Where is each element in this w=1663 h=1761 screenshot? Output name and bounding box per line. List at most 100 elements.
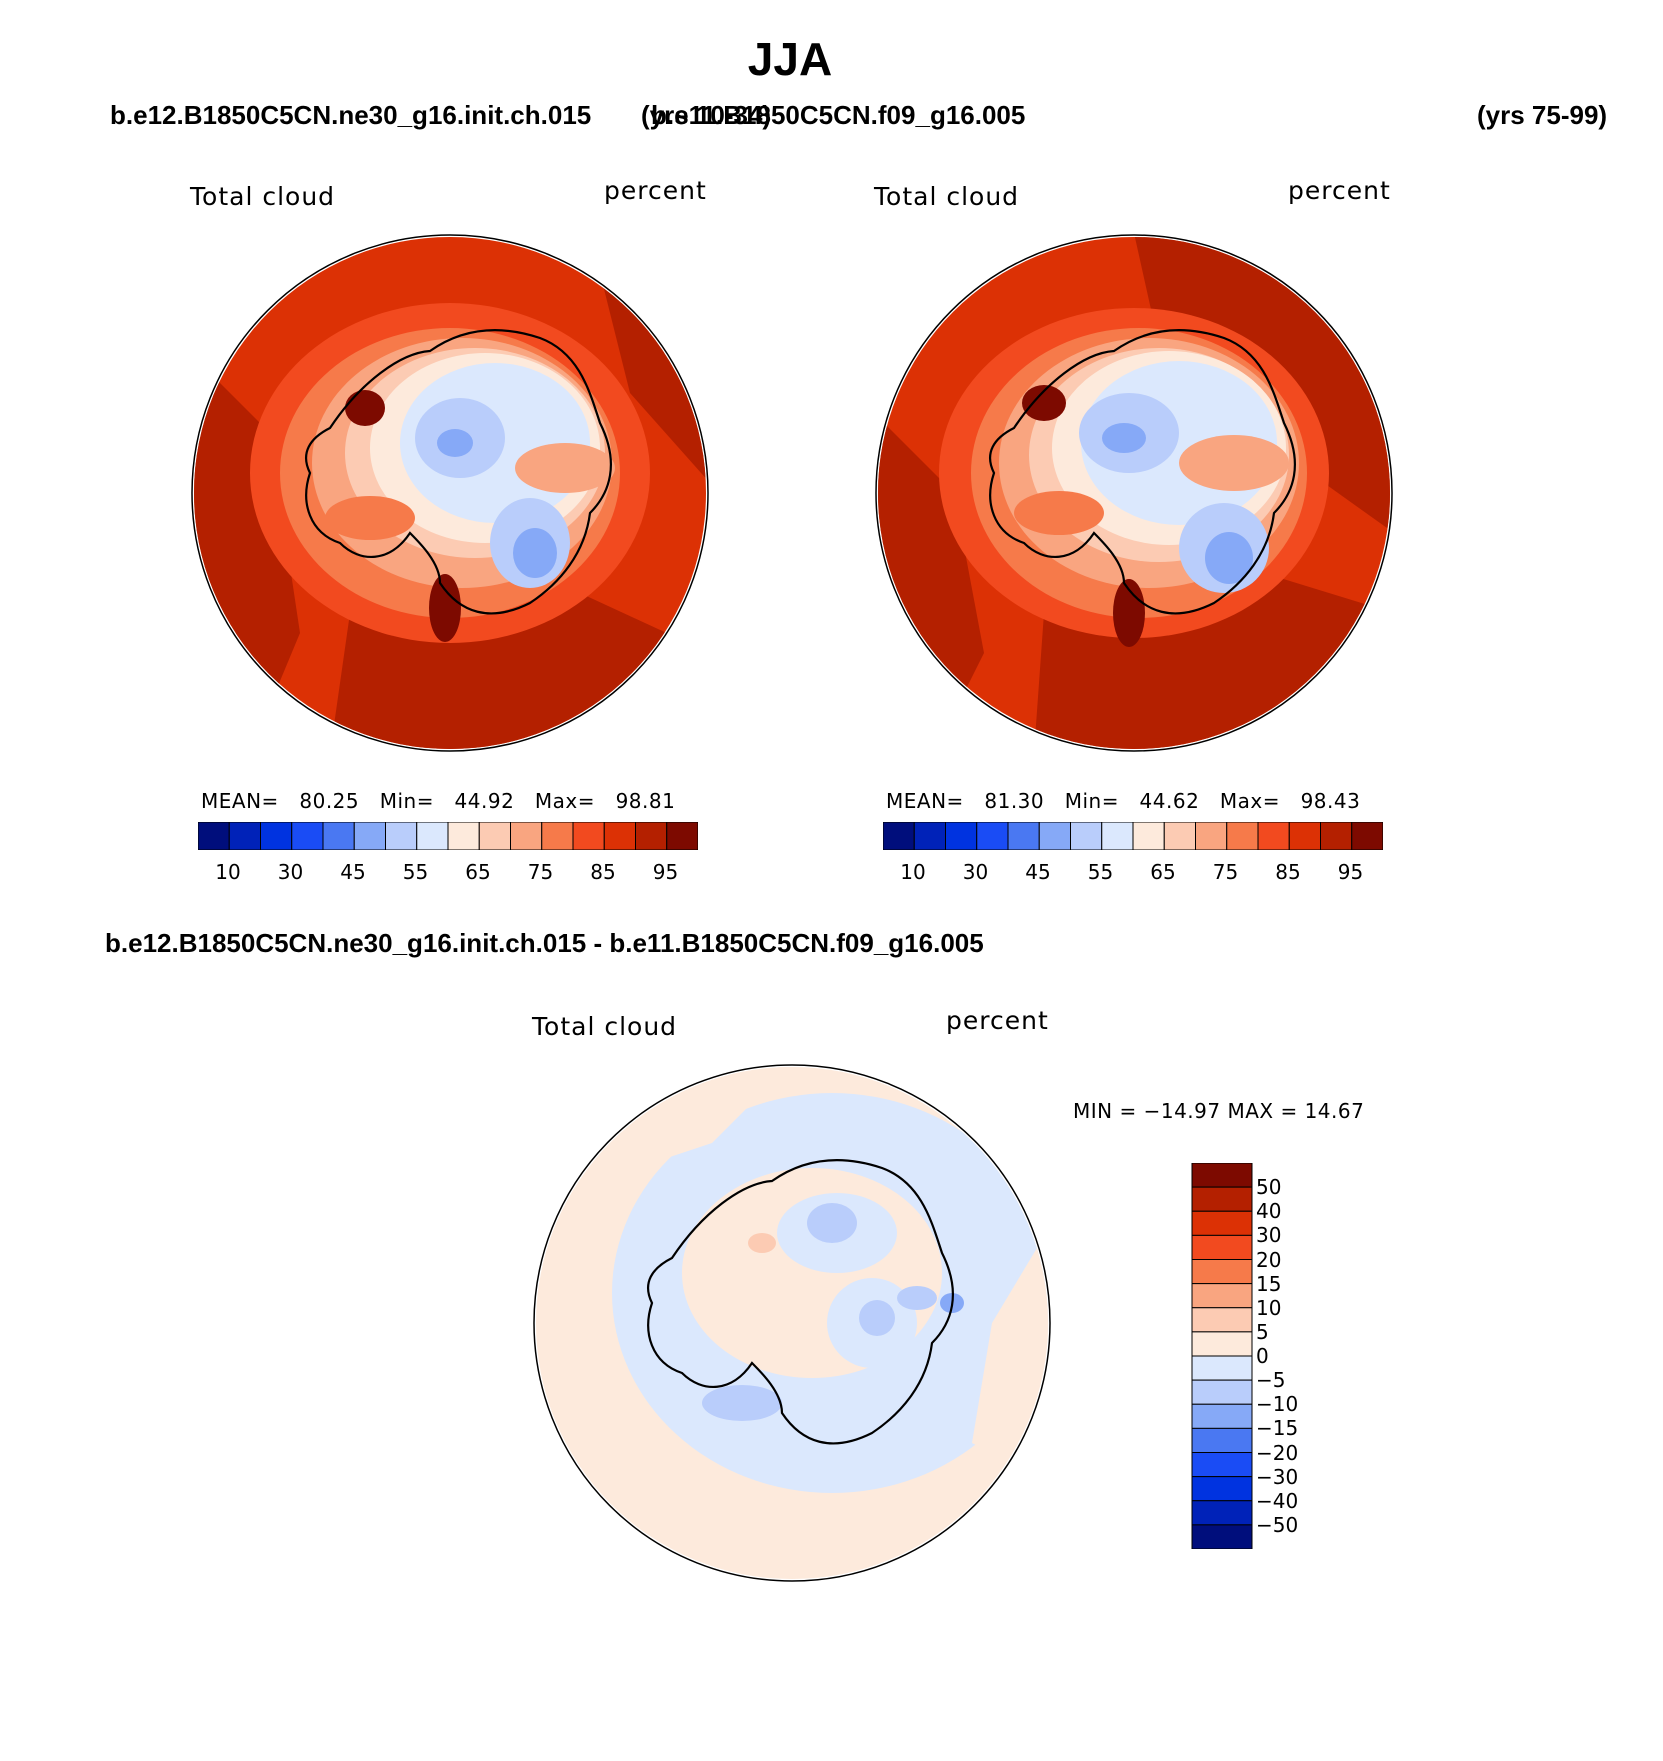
diff-panel-variable-label: Total cloud [532, 1012, 678, 1041]
right-min-label: Min= [1064, 789, 1119, 813]
diff-case-title: b.e12.B1850C5CN.ne30_g16.init.ch.015 - b… [105, 928, 984, 958]
colorbar-swatch [228, 822, 261, 850]
colorbar-swatch [447, 822, 480, 850]
colorbar-swatch [1226, 822, 1259, 850]
diff-panel-units-label: percent [946, 1006, 1049, 1035]
colorbar-tick-label: 45 [340, 860, 366, 884]
colorbar-swatch [1191, 1331, 1253, 1357]
colorbar-swatch [913, 822, 946, 850]
right-panel-units-label: percent [1288, 176, 1391, 205]
colorbar-tick-label: 75 [1212, 860, 1239, 884]
diff-colorbar [1191, 1163, 1253, 1549]
colorbar-swatch [976, 822, 1009, 850]
left-panel-variable-label: Total cloud [190, 182, 336, 211]
colorbar-swatch [1163, 822, 1196, 850]
colorbar-tick-label: 5 [1256, 1319, 1269, 1344]
colorbar-swatch [1191, 1524, 1253, 1549]
colorbar-swatch [1191, 1403, 1253, 1429]
colorbar-swatch [260, 822, 293, 850]
colorbar-tick-label: −5 [1256, 1368, 1286, 1393]
difference-polar-map [533, 1064, 1051, 1582]
colorbar-swatch [198, 822, 230, 850]
right-max-label: Max= [1219, 789, 1280, 813]
colorbar-tick-label: 55 [402, 860, 429, 884]
right-mean-value: 81.30 [984, 789, 1045, 813]
colorbar-swatch [1191, 1452, 1253, 1478]
years-left: (yrs 10-34) [641, 100, 772, 130]
left-mean-label: MEAN= [201, 789, 279, 813]
colorbar-swatch [1007, 822, 1040, 850]
years-right: (yrs 75-99) [1477, 100, 1608, 130]
colorbar-tick-label: −40 [1256, 1488, 1299, 1513]
colorbar-swatch [1288, 822, 1321, 850]
colorbar-tick-label: 95 [1337, 860, 1364, 884]
colorbar-swatch [572, 822, 605, 850]
colorbar-swatch [1191, 1283, 1253, 1309]
colorbar-tick-label: 40 [1256, 1199, 1282, 1224]
colorbar-tick-label: −10 [1256, 1392, 1299, 1417]
colorbar-tick-label: 45 [1025, 860, 1051, 884]
colorbar-swatch [1191, 1379, 1253, 1405]
colorbar-swatch [666, 822, 698, 850]
colorbar-tick-label: −15 [1256, 1416, 1299, 1441]
case-title-left: b.e12.B1850C5CN.ne30_g16.init.ch.015 [110, 100, 592, 130]
colorbar-swatch [1191, 1427, 1253, 1453]
figure-title: JJA [747, 33, 833, 85]
colorbar-swatch [510, 822, 543, 850]
colorbar-swatch [945, 822, 978, 850]
colorbar-swatch [1038, 822, 1071, 850]
left-stats: MEAN= 80.25 Min= 44.92 Max= 98.81 [201, 789, 675, 813]
case-title-right: b.e11.B1850C5CN.f09_g16.005 [651, 100, 1026, 130]
left-mean-value: 80.25 [299, 789, 360, 813]
right-panel-variable-label: Total cloud [874, 182, 1020, 211]
colorbar-swatch [1191, 1500, 1253, 1526]
left-min-value: 44.92 [454, 789, 515, 813]
right-mean-label: MEAN= [886, 789, 964, 813]
colorbar-swatch [1191, 1234, 1253, 1260]
colorbar-tick-label: −30 [1256, 1464, 1299, 1489]
colorbar-tick-label: 75 [527, 860, 554, 884]
colorbar-tick-label: 55 [1087, 860, 1114, 884]
colorbar-tick-label: 10 [900, 860, 926, 884]
colorbar-swatch [322, 822, 355, 850]
colorbar-tick-label: 30 [1256, 1223, 1282, 1248]
left-panel-units-label: percent [604, 176, 707, 205]
colorbar-swatch [1191, 1476, 1253, 1502]
left-max-label: Max= [534, 789, 595, 813]
left-max-value: 98.81 [615, 789, 676, 813]
colorbar-tick-label: 10 [1256, 1295, 1282, 1320]
colorbar-swatch [1191, 1163, 1253, 1188]
colorbar-swatch [1191, 1210, 1253, 1236]
colorbar-swatch [635, 822, 668, 850]
colorbar-tick-label: 0 [1256, 1344, 1269, 1368]
colorbar-tick-label: 65 [1150, 860, 1176, 884]
colorbar-swatch [1101, 822, 1134, 850]
colorbar-tick-label: −50 [1256, 1512, 1299, 1537]
colorbar-swatch [478, 822, 511, 850]
colorbar-tick-label: −20 [1256, 1440, 1299, 1465]
colorbar-swatch [1191, 1355, 1253, 1381]
colorbar-swatch [1191, 1307, 1253, 1333]
colorbar-swatch [385, 822, 418, 850]
colorbar-swatch [541, 822, 574, 850]
diff-minmax: MIN = −14.97 MAX = 14.67 [1073, 1099, 1365, 1123]
colorbar-tick-label: 85 [1275, 860, 1301, 884]
right-min-value: 44.62 [1139, 789, 1200, 813]
colorbar-tick-label: 95 [652, 860, 679, 884]
left-polar-map [191, 234, 709, 752]
colorbar-tick-label: 65 [465, 860, 491, 884]
colorbar-swatch [353, 822, 386, 850]
colorbar-swatch [1257, 822, 1290, 850]
colorbar-tick-label: 20 [1256, 1247, 1282, 1272]
left-min-label: Min= [379, 789, 434, 813]
colorbar-swatch [416, 822, 449, 850]
left-colorbar [198, 822, 698, 850]
colorbar-tick-label: 10 [215, 860, 241, 884]
colorbar-swatch [1191, 1186, 1253, 1212]
colorbar-swatch [1132, 822, 1165, 850]
colorbar-tick-label: 30 [962, 860, 989, 884]
colorbar-tick-label: 50 [1256, 1175, 1282, 1200]
colorbar-swatch [1351, 822, 1383, 850]
colorbar-swatch [883, 822, 915, 850]
